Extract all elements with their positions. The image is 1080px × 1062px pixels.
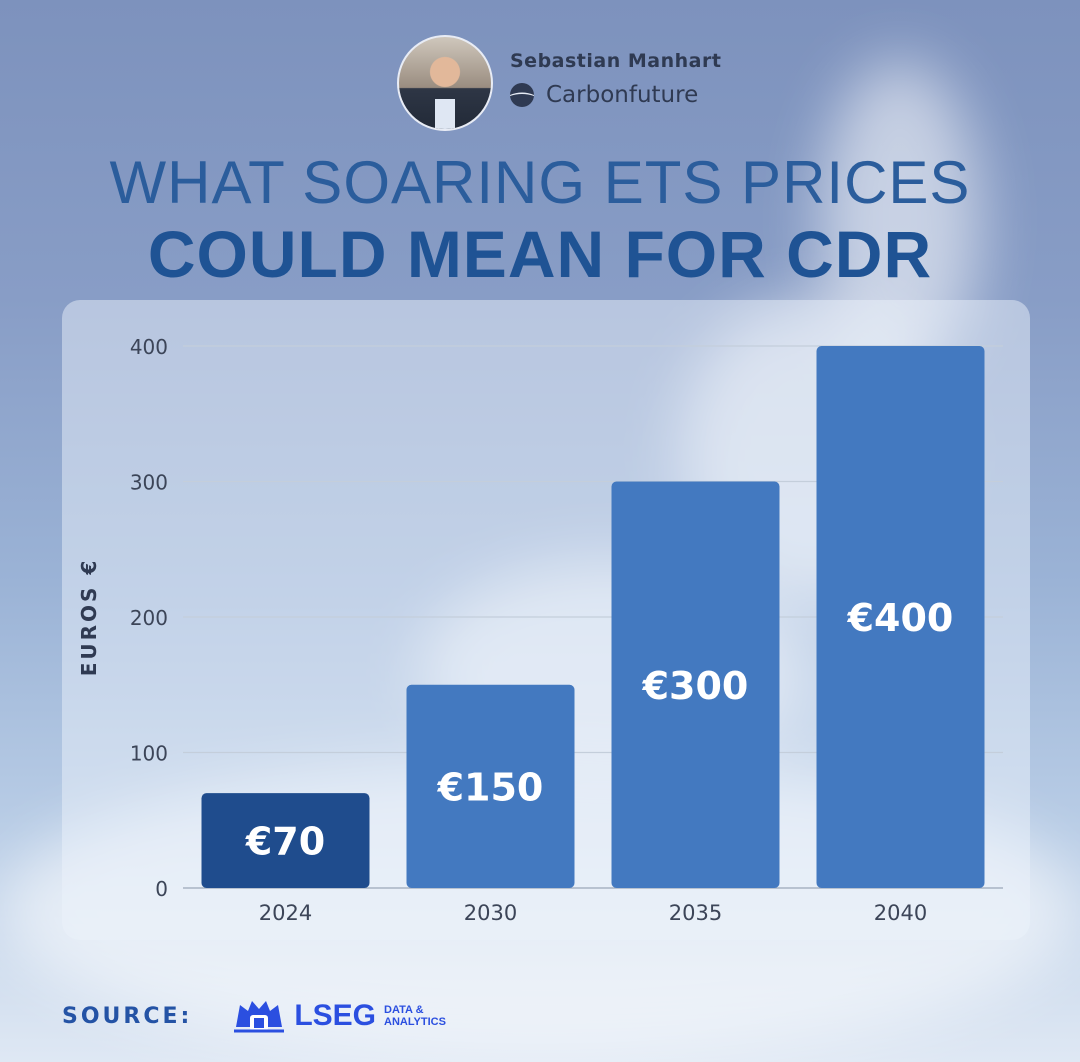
x-tick-label-2040: 2040 — [874, 901, 927, 925]
x-tick-label-2030: 2030 — [464, 901, 517, 925]
bar-2030 — [406, 684, 575, 888]
y-tick-label: 300 — [130, 471, 168, 495]
lseg-logo: LSEG DATA & ANALYTICS — [230, 997, 446, 1035]
page-title-line1: WHAT SOARING ETS PRICES — [109, 149, 971, 216]
lseg-subtitle-line2: ANALYTICS — [384, 1016, 446, 1028]
author-header: Sebastian Manhart Carbonfuture — [0, 30, 1080, 140]
company-name: Carbonfuture — [546, 82, 699, 108]
source-footer: SOURCE: LSEG DATA & ANALYTICS — [62, 996, 446, 1036]
x-tick-label-2035: 2035 — [669, 901, 722, 925]
lseg-subtitle: DATA & ANALYTICS — [384, 1004, 446, 1028]
bar-2024 — [201, 793, 370, 888]
page-title-line2: COULD MEAN FOR CDR — [147, 217, 933, 291]
y-axis-label: EUROS € — [77, 558, 101, 677]
bar-2035 — [611, 481, 780, 888]
source-label: SOURCE: — [62, 1003, 193, 1029]
lseg-name: LSEG — [294, 999, 377, 1032]
y-tick-label: 0 — [155, 877, 168, 901]
carbonfuture-logo-icon — [510, 83, 534, 107]
y-tick-label: 400 — [130, 335, 168, 359]
bar-2040 — [816, 346, 985, 888]
author-name: Sebastian Manhart — [510, 50, 722, 72]
y-tick-label: 200 — [130, 606, 168, 630]
data-label-2030: €150 — [437, 765, 544, 809]
avatar — [397, 35, 493, 131]
company-brand: Carbonfuture — [508, 80, 698, 110]
lseg-subtitle-line1: DATA & — [384, 1004, 424, 1016]
data-label-2035: €300 — [642, 664, 749, 708]
x-tick-label-2024: 2024 — [259, 901, 312, 925]
data-label-2040: €400 — [847, 596, 954, 640]
y-tick-label: 100 — [130, 742, 168, 766]
lseg-crest-icon — [234, 1001, 285, 1033]
data-label-2024: €70 — [245, 820, 325, 864]
